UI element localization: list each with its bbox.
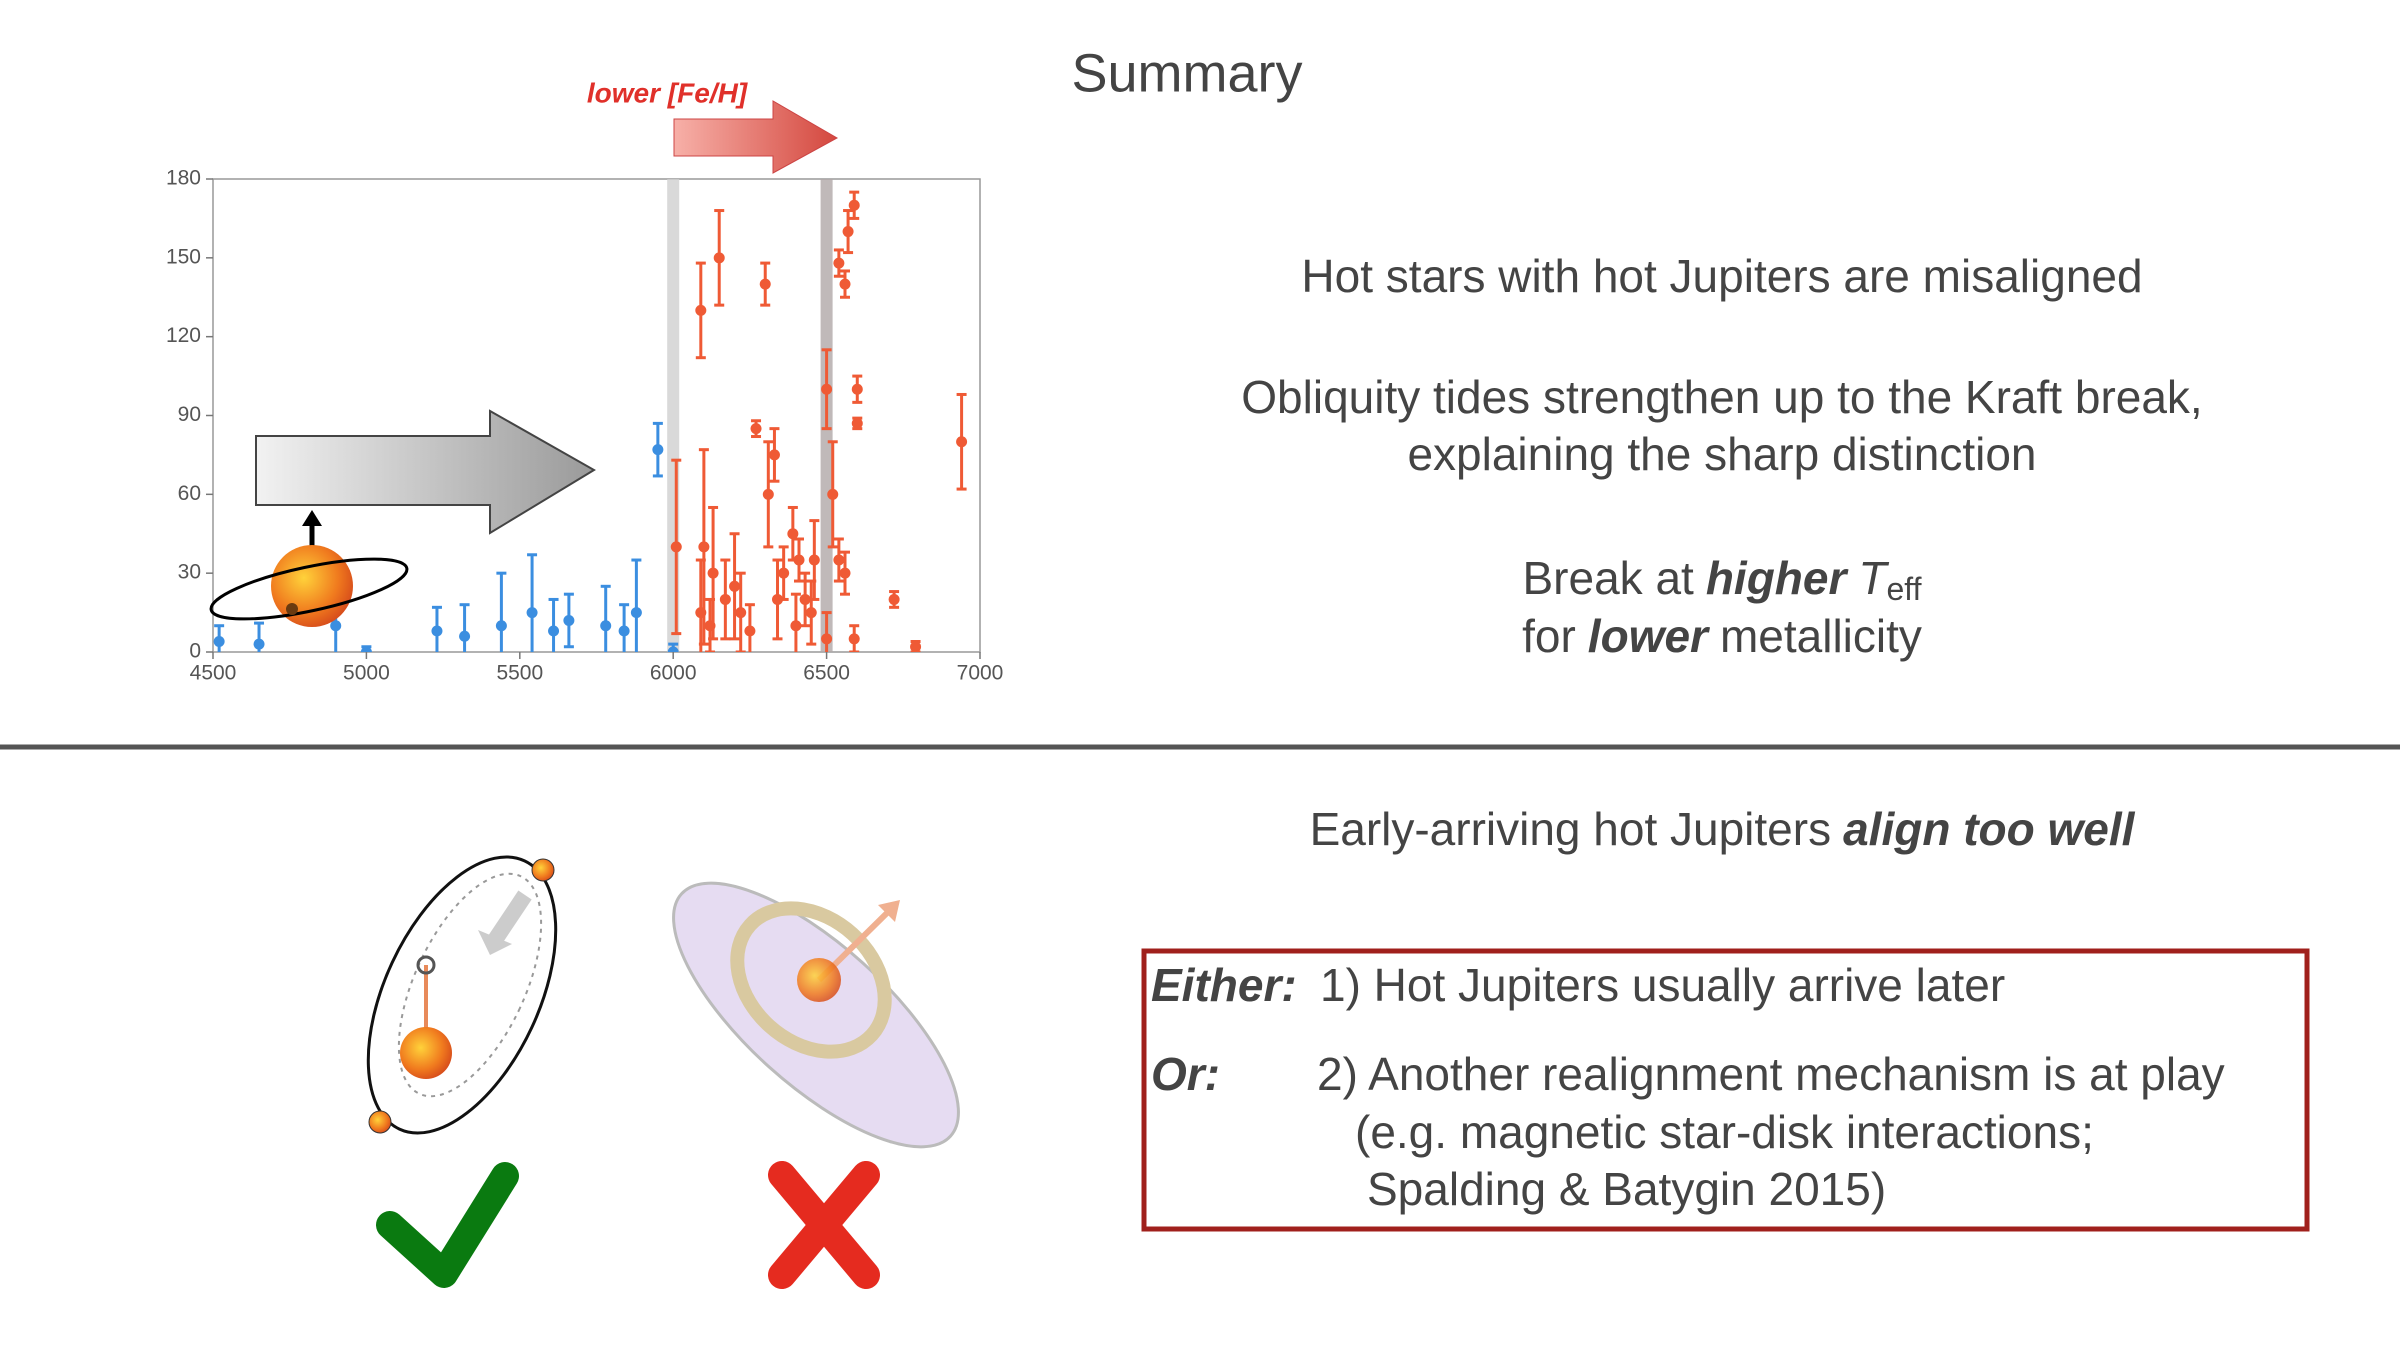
cross-mark bbox=[768, 1161, 880, 1289]
disk-illustration bbox=[672, 881, 960, 1149]
orbit-illustration bbox=[366, 855, 558, 1135]
data-point bbox=[630, 607, 642, 619]
data-point bbox=[750, 423, 762, 435]
data-point bbox=[778, 567, 790, 579]
data-point bbox=[790, 620, 802, 632]
data-point bbox=[695, 304, 707, 316]
data-point bbox=[618, 625, 630, 637]
text: Early-arriving hot Jupiters bbox=[1310, 803, 1832, 855]
data-point bbox=[719, 593, 731, 605]
x-tick-label: 7000 bbox=[957, 662, 1004, 685]
y-tick-label: 90 bbox=[178, 403, 201, 426]
data-point bbox=[821, 633, 833, 645]
data-point bbox=[360, 646, 372, 652]
x-tick-label: 5500 bbox=[496, 662, 543, 685]
symbol: T bbox=[1858, 552, 1889, 604]
data-point bbox=[735, 607, 747, 619]
data-point bbox=[805, 607, 817, 619]
x-tick-label: 6000 bbox=[650, 662, 697, 685]
finding: explaining the sharp distinction bbox=[1407, 428, 2036, 480]
data-point bbox=[713, 252, 725, 264]
data-point bbox=[670, 541, 682, 553]
statement: Early-arriving hot Jupiters align too wel… bbox=[1310, 803, 2136, 855]
data-point bbox=[851, 383, 863, 395]
y-tick-label: 30 bbox=[178, 561, 201, 584]
data-point bbox=[253, 638, 265, 650]
data-point bbox=[956, 436, 968, 448]
text: Break at bbox=[1523, 552, 1695, 604]
data-point bbox=[787, 528, 799, 540]
data-point bbox=[698, 541, 710, 553]
option-text: (e.g. magnetic star-disk interactions; bbox=[1355, 1106, 2094, 1158]
option-text: Spalding & Batygin 2015) bbox=[1367, 1163, 1886, 1215]
data-point bbox=[759, 278, 771, 290]
option-text: 1) Hot Jupiters usually arrive later bbox=[1320, 959, 2005, 1011]
data-point bbox=[744, 625, 756, 637]
finding: for lower metallicity bbox=[1522, 610, 1922, 662]
data-point bbox=[667, 646, 679, 652]
text: metallicity bbox=[1720, 610, 1922, 662]
trend-arrow bbox=[255, 409, 596, 535]
metallicity-arrow bbox=[673, 100, 839, 174]
subscript: eff bbox=[1886, 571, 1921, 607]
chart-annotation: lower [Fe/H] bbox=[587, 77, 749, 108]
data-point bbox=[563, 614, 575, 626]
finding: Obliquity tides strengthen up to the Kra… bbox=[1241, 371, 2202, 423]
check-mark bbox=[376, 1162, 519, 1288]
data-point bbox=[768, 449, 780, 461]
data-point bbox=[213, 635, 225, 647]
data-point bbox=[793, 554, 805, 566]
data-point bbox=[910, 641, 922, 652]
data-point bbox=[848, 199, 860, 211]
slide-title: Summary bbox=[1071, 43, 1302, 103]
text: for bbox=[1522, 610, 1576, 662]
data-point bbox=[808, 554, 820, 566]
data-point bbox=[821, 383, 833, 395]
emphasis: align too well bbox=[1843, 803, 2136, 855]
option-label: Either: bbox=[1151, 959, 1297, 1011]
data-point bbox=[600, 620, 612, 632]
y-tick-label: 0 bbox=[189, 640, 201, 663]
data-point bbox=[652, 444, 664, 456]
y-tick-label: 120 bbox=[166, 324, 201, 347]
finding: Hot stars with hot Jupiters are misalign… bbox=[1301, 250, 2142, 302]
data-point bbox=[833, 257, 845, 269]
data-point bbox=[799, 593, 811, 605]
data-point bbox=[330, 620, 342, 632]
data-point bbox=[839, 567, 851, 579]
finding: Break at higher Teff bbox=[1523, 552, 1922, 607]
data-point bbox=[772, 593, 784, 605]
x-tick-label: 6500 bbox=[803, 662, 850, 685]
y-tick-label: 60 bbox=[178, 482, 201, 505]
data-point bbox=[459, 630, 471, 642]
data-point bbox=[707, 567, 719, 579]
data-point bbox=[526, 607, 538, 619]
option-text: 2) Another realignment mechanism is at p… bbox=[1317, 1048, 2225, 1100]
data-point bbox=[842, 226, 854, 238]
data-point bbox=[431, 625, 443, 637]
data-point bbox=[827, 488, 839, 500]
y-tick-label: 180 bbox=[166, 167, 201, 190]
data-point bbox=[848, 633, 860, 645]
y-tick-label: 150 bbox=[166, 245, 201, 268]
data-point bbox=[851, 417, 863, 429]
data-point bbox=[729, 580, 741, 592]
data-point bbox=[548, 625, 560, 637]
x-tick-label: 5000 bbox=[343, 662, 390, 685]
emphasis: lower bbox=[1588, 610, 1710, 662]
star-icon bbox=[209, 510, 409, 627]
option-label: Or: bbox=[1151, 1048, 1220, 1100]
data-point bbox=[888, 593, 900, 605]
plot-area bbox=[213, 179, 968, 652]
x-tick-label: 4500 bbox=[190, 662, 237, 685]
data-point bbox=[495, 620, 507, 632]
emphasis: higher bbox=[1706, 552, 1849, 604]
data-point bbox=[762, 488, 774, 500]
data-point bbox=[839, 278, 851, 290]
data-point bbox=[833, 554, 845, 566]
options-box bbox=[1141, 948, 2310, 1232]
chart: 4500 5000 5500 6000 6500 7000 0 30 60 90 120 150 180 bbox=[166, 167, 1003, 685]
